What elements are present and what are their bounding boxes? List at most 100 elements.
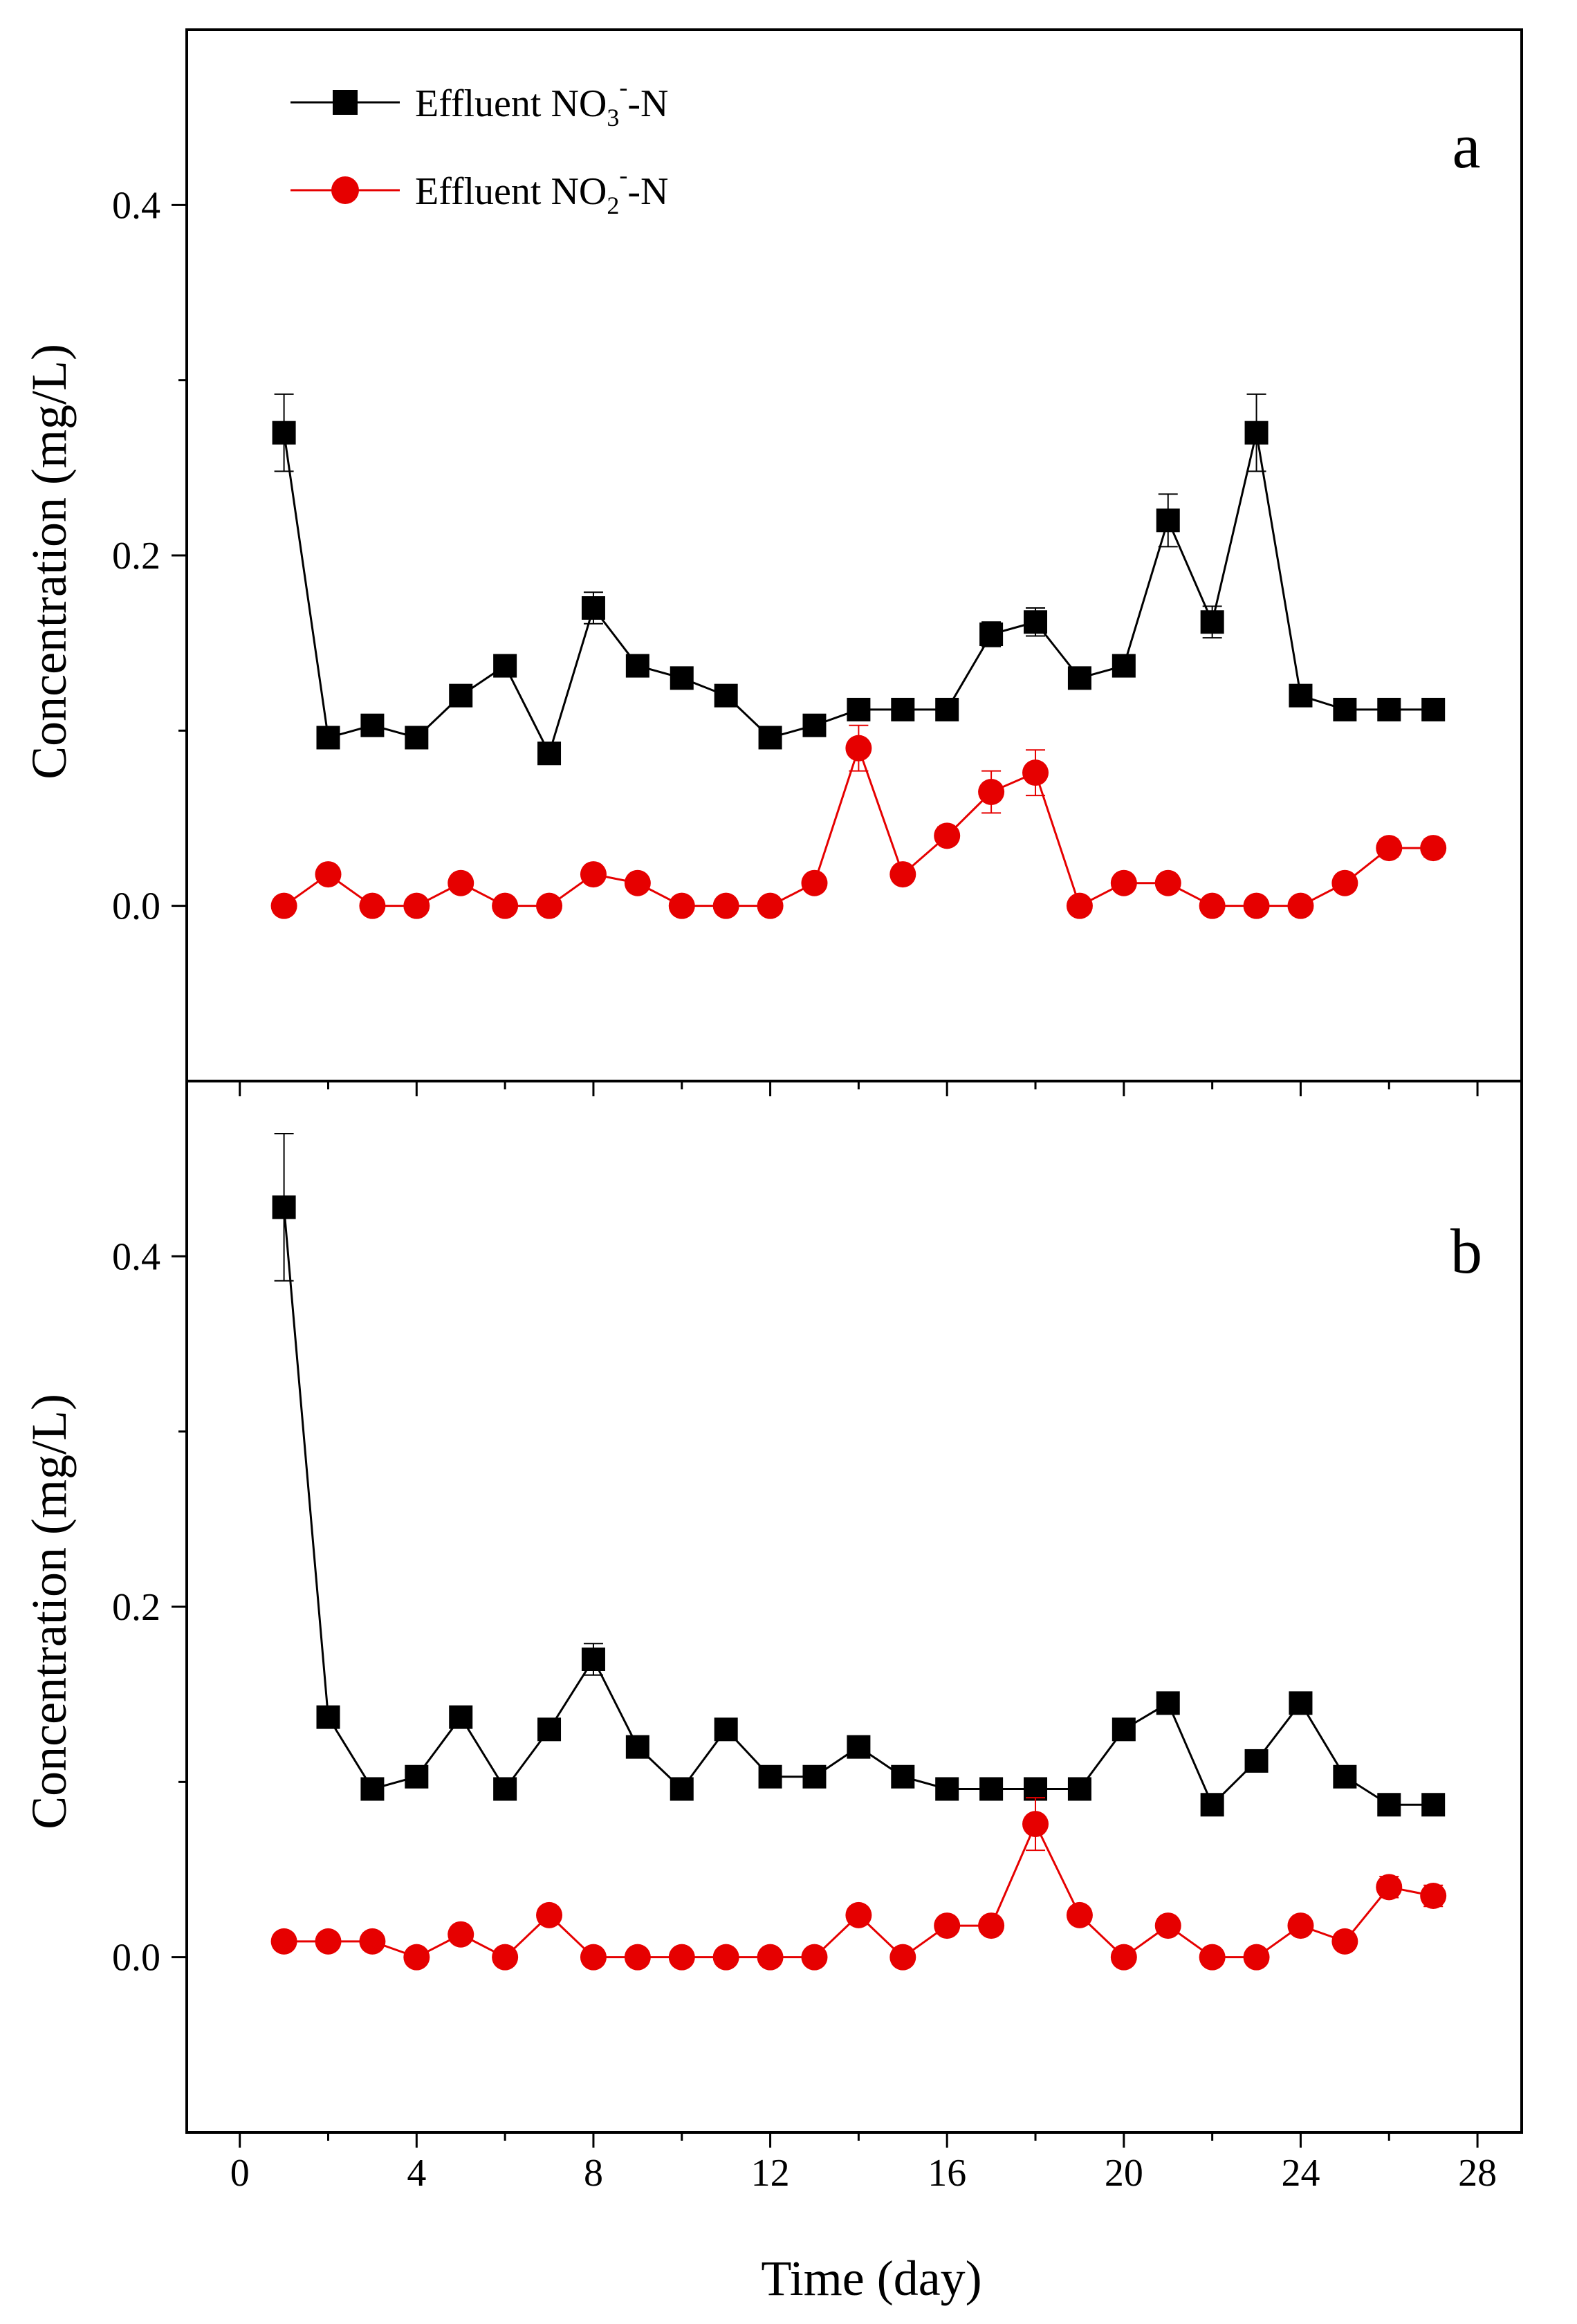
- panel-a-nitrate-point: [1200, 610, 1224, 634]
- panel-b-nitrite-point: [757, 1944, 784, 1971]
- panel-b-nitrate-point: [316, 1705, 340, 1729]
- panel-b-nitrate-point: [670, 1777, 694, 1801]
- panel-b-nitrate-point: [360, 1777, 385, 1801]
- panel-b-nitrate-point: [1333, 1764, 1357, 1789]
- panel-b-nitrate-point: [979, 1777, 1004, 1801]
- panel-a-nitrite-point: [448, 869, 474, 896]
- legend-nitrate-label: Effluent NO3--N: [415, 73, 668, 131]
- panel-a-nitrite-point: [757, 892, 784, 919]
- x-tick-label: 16: [928, 2152, 966, 2195]
- panel-b-nitrite-point: [536, 1901, 563, 1928]
- panel-a-nitrate-point: [1377, 697, 1401, 721]
- legend-item-nitrite: Effluent NO2--N: [290, 161, 668, 219]
- legend-item-nitrate: Effluent NO3--N: [290, 73, 668, 131]
- x-tick-label: 4: [407, 2152, 426, 2195]
- panel-b-nitrite-point: [580, 1944, 607, 1971]
- panel-a-nitrate-point: [847, 697, 871, 721]
- panel-a-y-tick-label: 0.4: [112, 184, 160, 227]
- panel-b-nitrate-point: [847, 1735, 871, 1759]
- panel-b-nitrite-point: [1376, 1874, 1403, 1901]
- panel-a-nitrite-point: [315, 861, 342, 888]
- panel-b-nitrate-point: [1289, 1691, 1313, 1715]
- panel-a-nitrite-point: [801, 869, 828, 896]
- panel-a-nitrate-point: [1112, 654, 1136, 678]
- panel-a-nitrate-point: [316, 726, 340, 750]
- panel-a-nitrate-point: [1067, 666, 1091, 690]
- panel-b-nitrite-point: [492, 1944, 519, 1971]
- panel-b-nitrate-point: [405, 1764, 429, 1789]
- panel-a-nitrate-point: [1289, 683, 1313, 708]
- panel-b-y-tick-label: 0.4: [112, 1235, 160, 1278]
- panel-b-nitrite-point: [889, 1944, 916, 1971]
- panel-b-nitrite-point: [1022, 1811, 1049, 1838]
- legend: Effluent NO3--N Effluent NO2--N: [290, 73, 668, 219]
- panel-b-nitrite-point: [1199, 1944, 1226, 1971]
- x-axis-label: Time (day): [761, 2251, 981, 2306]
- panel-b-nitrite-point: [448, 1921, 474, 1948]
- panel-a-y-axis-label: Concentration (mg/L): [21, 344, 77, 780]
- x-tick-label: 0: [230, 2152, 250, 2195]
- panel-a: Concentration (mg/L) a 0.0 0.2 0.4 Effluen…: [21, 28, 1523, 1082]
- panel-b-nitrate-point: [272, 1195, 296, 1219]
- panel-a-nitrite-point: [934, 822, 961, 849]
- x-axis: 0 4 8 12 16 20 24 28: [230, 1081, 1497, 2195]
- panel-a-nitrate-point: [802, 713, 827, 737]
- x-tick-label: 28: [1458, 2152, 1497, 2195]
- panel-a-nitrate-point: [581, 596, 605, 620]
- panel-b-nitrate-point: [1377, 1793, 1401, 1817]
- legend-nitrate-square-marker: [333, 90, 358, 115]
- panel-b-nitrite-point: [801, 1944, 828, 1971]
- panel-b-nitrate-point: [581, 1648, 605, 1671]
- panel-a-nitrite-point: [536, 892, 563, 919]
- panel-a-nitrite-point: [1331, 869, 1358, 896]
- panel-a-nitrite-point: [492, 892, 519, 919]
- panel-a-nitrite-point: [1199, 892, 1226, 919]
- panel-a-nitrate-point: [758, 726, 782, 750]
- panel-b-nitrate-point: [625, 1735, 649, 1759]
- panel-a-nitrate-point: [493, 654, 517, 678]
- panel-b-nitrate-point: [1024, 1777, 1048, 1801]
- panel-b-y-axis: 0.0 0.2 0.4: [112, 1235, 187, 1980]
- panel-a-nitrite-point: [1376, 835, 1403, 862]
- panel-b-nitrite-point: [1331, 1928, 1358, 1955]
- panel-b-nitrate-point: [758, 1764, 782, 1789]
- x-tick-label: 12: [751, 2152, 790, 2195]
- panel-a-nitrite-point: [1287, 892, 1314, 919]
- panel-a-nitrite-point: [403, 892, 430, 919]
- panel-b-nitrate-point: [1421, 1793, 1446, 1817]
- panel-a-nitrate-point: [405, 726, 429, 750]
- panel-a-nitrate-point: [714, 683, 738, 708]
- panel-b-nitrate-point: [493, 1777, 517, 1801]
- panel-a-nitrite-point: [1154, 869, 1181, 896]
- panel-a-letter: a: [1452, 111, 1481, 181]
- panel-a-nitrate-point: [272, 421, 296, 445]
- panel-b-plot-area: [270, 1133, 1447, 1971]
- legend-nitrite-circle-marker: [331, 176, 359, 204]
- panel-a-nitrite-point: [270, 892, 297, 919]
- panel-a-y-tick-label: 0.2: [112, 535, 160, 578]
- panel-a-nitrate-point: [935, 697, 959, 721]
- panel-b: Concentration (mg/L) b 0.0 0.2 0.4: [21, 1080, 1523, 2134]
- panel-a-y-tick-label: 0.0: [112, 885, 160, 928]
- panel-b-nitrate-point: [935, 1777, 959, 1801]
- panel-a-nitrate-point: [1156, 508, 1180, 533]
- panel-a-y-axis: 0.0 0.2 0.4: [112, 184, 187, 928]
- panel-a-nitrate-point: [360, 713, 385, 737]
- panel-b-nitrite-point: [978, 1912, 1005, 1939]
- panel-b-letter: b: [1450, 1216, 1482, 1286]
- panel-b-nitrate-point: [1156, 1691, 1180, 1715]
- panel-b-nitrite-point: [1420, 1883, 1447, 1909]
- panel-a-nitrate-point: [1024, 610, 1048, 634]
- panel-a-nitrite-point: [668, 892, 695, 919]
- panel-a-nitrite-point: [978, 779, 1005, 805]
- panel-a-nitrate-point: [537, 741, 562, 766]
- x-tick-label: 24: [1281, 2152, 1320, 2195]
- panel-b-nitrite-point: [1287, 1912, 1314, 1939]
- panel-a-nitrate-point: [979, 622, 1004, 646]
- panel-b-nitrate-point: [802, 1764, 827, 1789]
- x-tick-label: 20: [1105, 2152, 1143, 2195]
- panel-a-plot-area: [270, 393, 1447, 919]
- panel-b-nitrite-point: [934, 1912, 961, 1939]
